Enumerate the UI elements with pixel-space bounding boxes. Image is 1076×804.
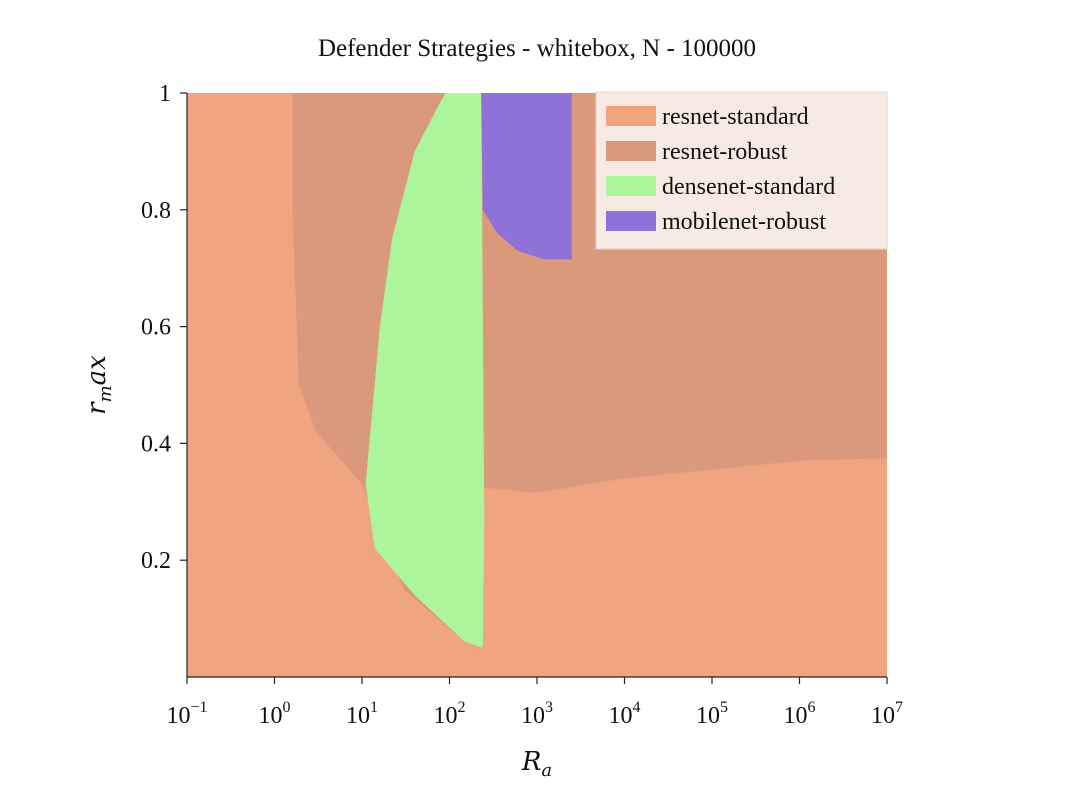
x-tick-label: 103 — [521, 699, 553, 729]
legend-label-mobilenet-robust: mobilenet-robust — [662, 209, 826, 235]
y-tick-label: 0.8 — [141, 198, 171, 224]
legend-swatch-resnet-standard — [606, 106, 656, 126]
x-tick-label: 10−1 — [166, 699, 207, 729]
y-tick-label: 1 — [159, 81, 171, 107]
axes: 10−1 100 101 102 103 104 105 106 107 0.2 0.4 0.6 0.8… — [141, 81, 903, 729]
legend-swatch-resnet-robust — [606, 141, 656, 161]
chart-title: Defender Strategies - whitebox, N - 1000… — [318, 35, 756, 62]
region-mobilenet-robust — [481, 93, 572, 260]
x-tick-label: 100 — [259, 699, 291, 729]
x-tick-label: 106 — [784, 699, 816, 729]
y-axis-label: rmax — [82, 355, 116, 415]
legend-label-resnet-standard: resnet-standard — [662, 104, 809, 130]
legend-label-densenet-standard: densenet-standard — [662, 174, 835, 200]
y-tick-label: 0.4 — [141, 431, 171, 457]
y-tick-label: 0.2 — [141, 548, 171, 574]
legend: resnet-standard resnet-robust densenet-sta… — [595, 91, 888, 250]
x-tick-label: 107 — [871, 699, 903, 729]
legend-label-resnet-robust: resnet-robust — [662, 139, 788, 165]
legend-swatch-mobilenet-robust — [606, 211, 656, 231]
x-tick-label: 102 — [434, 699, 466, 729]
legend-swatch-densenet-standard — [606, 176, 656, 196]
axis-labels: Ra rmax — [82, 355, 552, 781]
y-tick-label: 0.6 — [141, 315, 171, 341]
x-axis-label: Ra — [521, 747, 552, 781]
region-densenet-standard — [365, 93, 485, 648]
x-tick-label: 101 — [346, 699, 378, 729]
x-tick-label: 105 — [696, 699, 728, 729]
x-tick-label: 104 — [609, 699, 641, 729]
